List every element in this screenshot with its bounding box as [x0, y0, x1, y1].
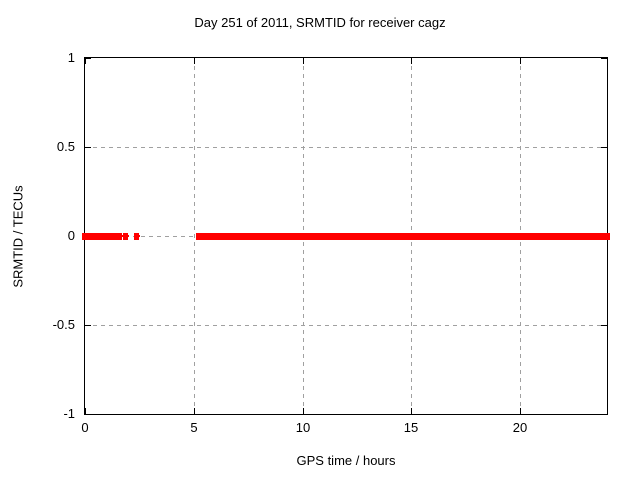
x-tick-bottom: [85, 408, 86, 414]
y-tick-left: [85, 414, 91, 415]
y-tick-label: -0.5: [52, 317, 75, 332]
y-tick-label: 0: [67, 228, 75, 243]
y-tick-label: -1: [63, 406, 75, 421]
data-point-marker: [134, 232, 140, 240]
x-tick-label: 20: [512, 420, 528, 435]
chart-title: Day 251 of 2011, SRMTID for receiver cag…: [194, 15, 446, 30]
x-tick-label: 0: [81, 420, 89, 435]
x-tick-label: 5: [190, 420, 198, 435]
y-tick-left: [85, 58, 91, 59]
y-gridline: [85, 324, 607, 326]
y-tick-right: [601, 58, 607, 59]
data-point-marker: [123, 232, 129, 240]
x-tick-top: [85, 58, 86, 64]
x-tick-top: [411, 58, 412, 64]
y-gridline: [85, 146, 607, 148]
x-tick-top: [194, 58, 195, 64]
y-tick-right: [601, 147, 607, 148]
y-tick-right: [601, 414, 607, 415]
x-tick-bottom: [520, 408, 521, 414]
y-tick-label: 1: [67, 50, 75, 65]
x-tick-top: [303, 58, 304, 64]
y-tick-left: [85, 147, 91, 148]
y-tick-left: [85, 325, 91, 326]
y-tick-label: 0.5: [56, 139, 75, 154]
x-tick-bottom: [194, 408, 195, 414]
x-tick-top: [520, 58, 521, 64]
data-segment: [196, 232, 610, 240]
x-tick-label: 15: [403, 420, 419, 435]
x-tick-bottom: [411, 408, 412, 414]
plot-area: 0 5 10 15 20 1 0.5 0 -0.5 -1: [53, 51, 610, 435]
y-tick-right: [601, 325, 607, 326]
data-segment: [82, 232, 123, 240]
x-tick-label: 10: [295, 420, 311, 435]
x-axis-label: GPS time / hours: [296, 453, 396, 468]
x-tick-bottom: [303, 408, 304, 414]
